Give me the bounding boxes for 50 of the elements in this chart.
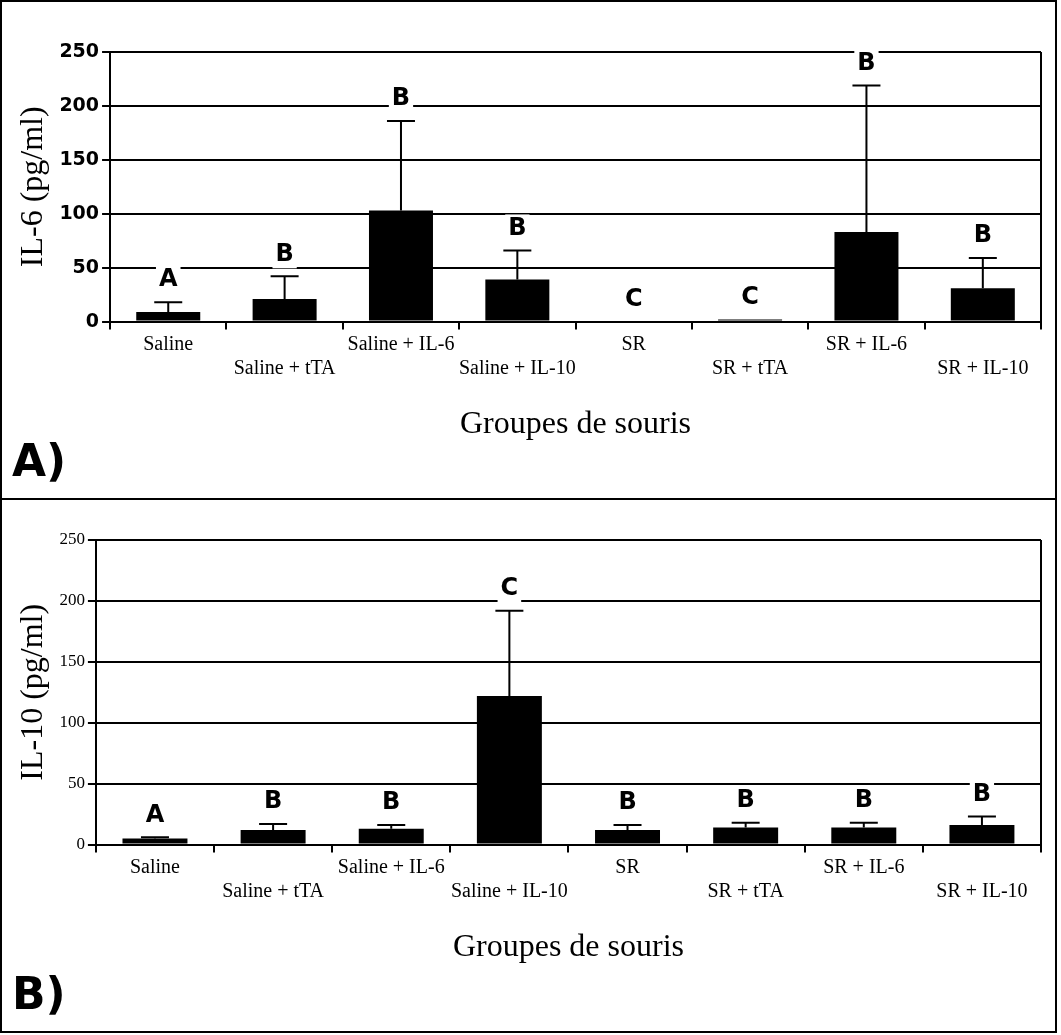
annotation: B	[857, 47, 876, 76]
annotation: B	[508, 212, 527, 241]
y-tick-label: 50	[72, 254, 100, 277]
y-axis-title: IL-6 (pg/ml)	[12, 106, 49, 268]
annotation: B	[263, 786, 283, 815]
x-axis-title: Groupes de souris	[459, 404, 692, 441]
text: B)	[12, 968, 66, 1019]
x-tick-label: Saline + IL-6	[347, 331, 455, 354]
annotation: C	[500, 572, 519, 601]
y-tick-label: 150	[59, 651, 85, 671]
annotation: B	[618, 787, 637, 816]
y-tick-label: 0	[85, 308, 100, 331]
x-tick-label: Saline	[129, 854, 181, 877]
x-tick-label: SR	[615, 854, 641, 877]
x-tick-label: SR + IL-10	[937, 355, 1029, 378]
annotation: B	[391, 83, 411, 112]
annotation: C	[741, 281, 759, 310]
y-tick-label: 250	[59, 529, 85, 549]
x-tick-label: SR + tTA	[711, 355, 789, 378]
y-tick-label: 200	[59, 590, 85, 610]
y-tick-label: 250	[59, 38, 100, 61]
annotation: B	[854, 784, 873, 813]
x-tick-label: SR + IL-10	[936, 878, 1028, 901]
y-tick-label: 100	[59, 712, 85, 732]
annotation: B	[972, 778, 992, 807]
annotation: B	[973, 220, 992, 249]
annotation: A	[145, 799, 165, 828]
y-tick-label: 100	[59, 200, 100, 223]
annotation: B	[382, 787, 401, 816]
x-tick-label: Saline + tTA	[233, 355, 337, 378]
x-tick-label: Saline	[143, 331, 194, 354]
annotation: B	[275, 238, 294, 267]
y-axis-title: IL-10 (pg/ml)	[12, 603, 49, 781]
x-tick-label: Saline + IL-10	[458, 355, 576, 378]
x-tick-label: SR	[621, 331, 647, 354]
x-axis-title: Groupes de souris	[452, 927, 684, 964]
text: A)	[12, 435, 67, 486]
y-tick-label: 150	[59, 146, 100, 169]
x-tick-label: SR + IL-6	[823, 854, 905, 877]
x-tick-label: Saline + IL-10	[450, 878, 568, 901]
x-tick-label: SR + IL-6	[825, 331, 908, 354]
x-tick-label: Saline + IL-6	[337, 854, 445, 877]
annotation: C	[624, 283, 643, 312]
x-tick-label: SR + tTA	[707, 878, 785, 901]
annotation: A	[158, 264, 178, 293]
y-tick-label: 200	[59, 92, 100, 115]
y-tick-label: 50	[67, 773, 85, 793]
annotation: B	[736, 784, 755, 813]
y-tick-label: 0	[76, 834, 85, 854]
x-tick-label: Saline + tTA	[222, 878, 325, 901]
